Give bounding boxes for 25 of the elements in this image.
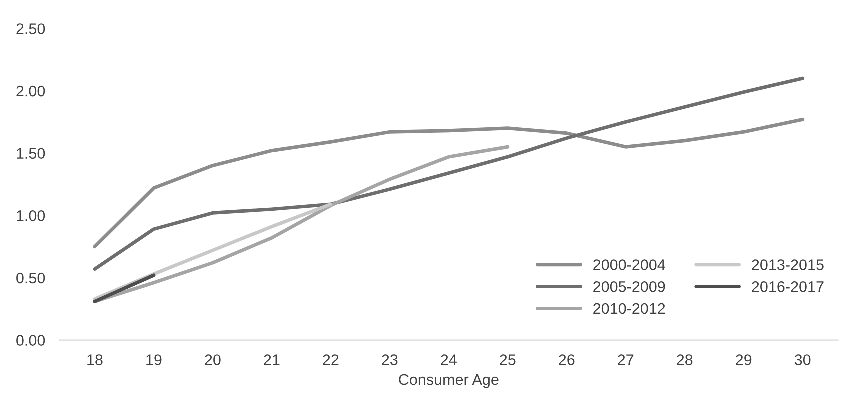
y-tick-label: 2.00	[16, 86, 46, 97]
x-tick-label: 27	[618, 354, 634, 366]
x-tick-label: 29	[736, 354, 752, 366]
x-tick-label: 26	[559, 354, 575, 366]
x-tick-label: 21	[264, 354, 280, 366]
legend-label: 2010-2012	[594, 303, 666, 314]
legend-label: 2013-2015	[752, 260, 824, 270]
x-axis-title: Consumer Age	[399, 374, 499, 388]
legend-label: 2016-2017	[752, 281, 824, 292]
x-tick-label: 28	[677, 354, 693, 366]
x-tick-label: 19	[146, 354, 162, 366]
legend-label: 2000-2004	[594, 260, 666, 270]
x-tick-label: 25	[500, 354, 516, 366]
x-tick-label: 23	[382, 354, 398, 366]
y-tick-label: 1.50	[17, 148, 46, 160]
x-tick-label: 20	[205, 354, 221, 366]
y-tick-label: 0.00	[16, 335, 46, 346]
y-tick-label: 2.50	[16, 24, 46, 34]
x-tick-label: 24	[441, 354, 457, 366]
legend-label: 2005-2009	[594, 281, 666, 292]
y-tick-label: 1.00	[17, 210, 46, 222]
y-tick-label: 0.50	[16, 272, 46, 284]
x-tick-label: 22	[323, 354, 339, 366]
x-tick-label: 18	[88, 354, 103, 366]
x-tick-label: 30	[794, 354, 811, 366]
